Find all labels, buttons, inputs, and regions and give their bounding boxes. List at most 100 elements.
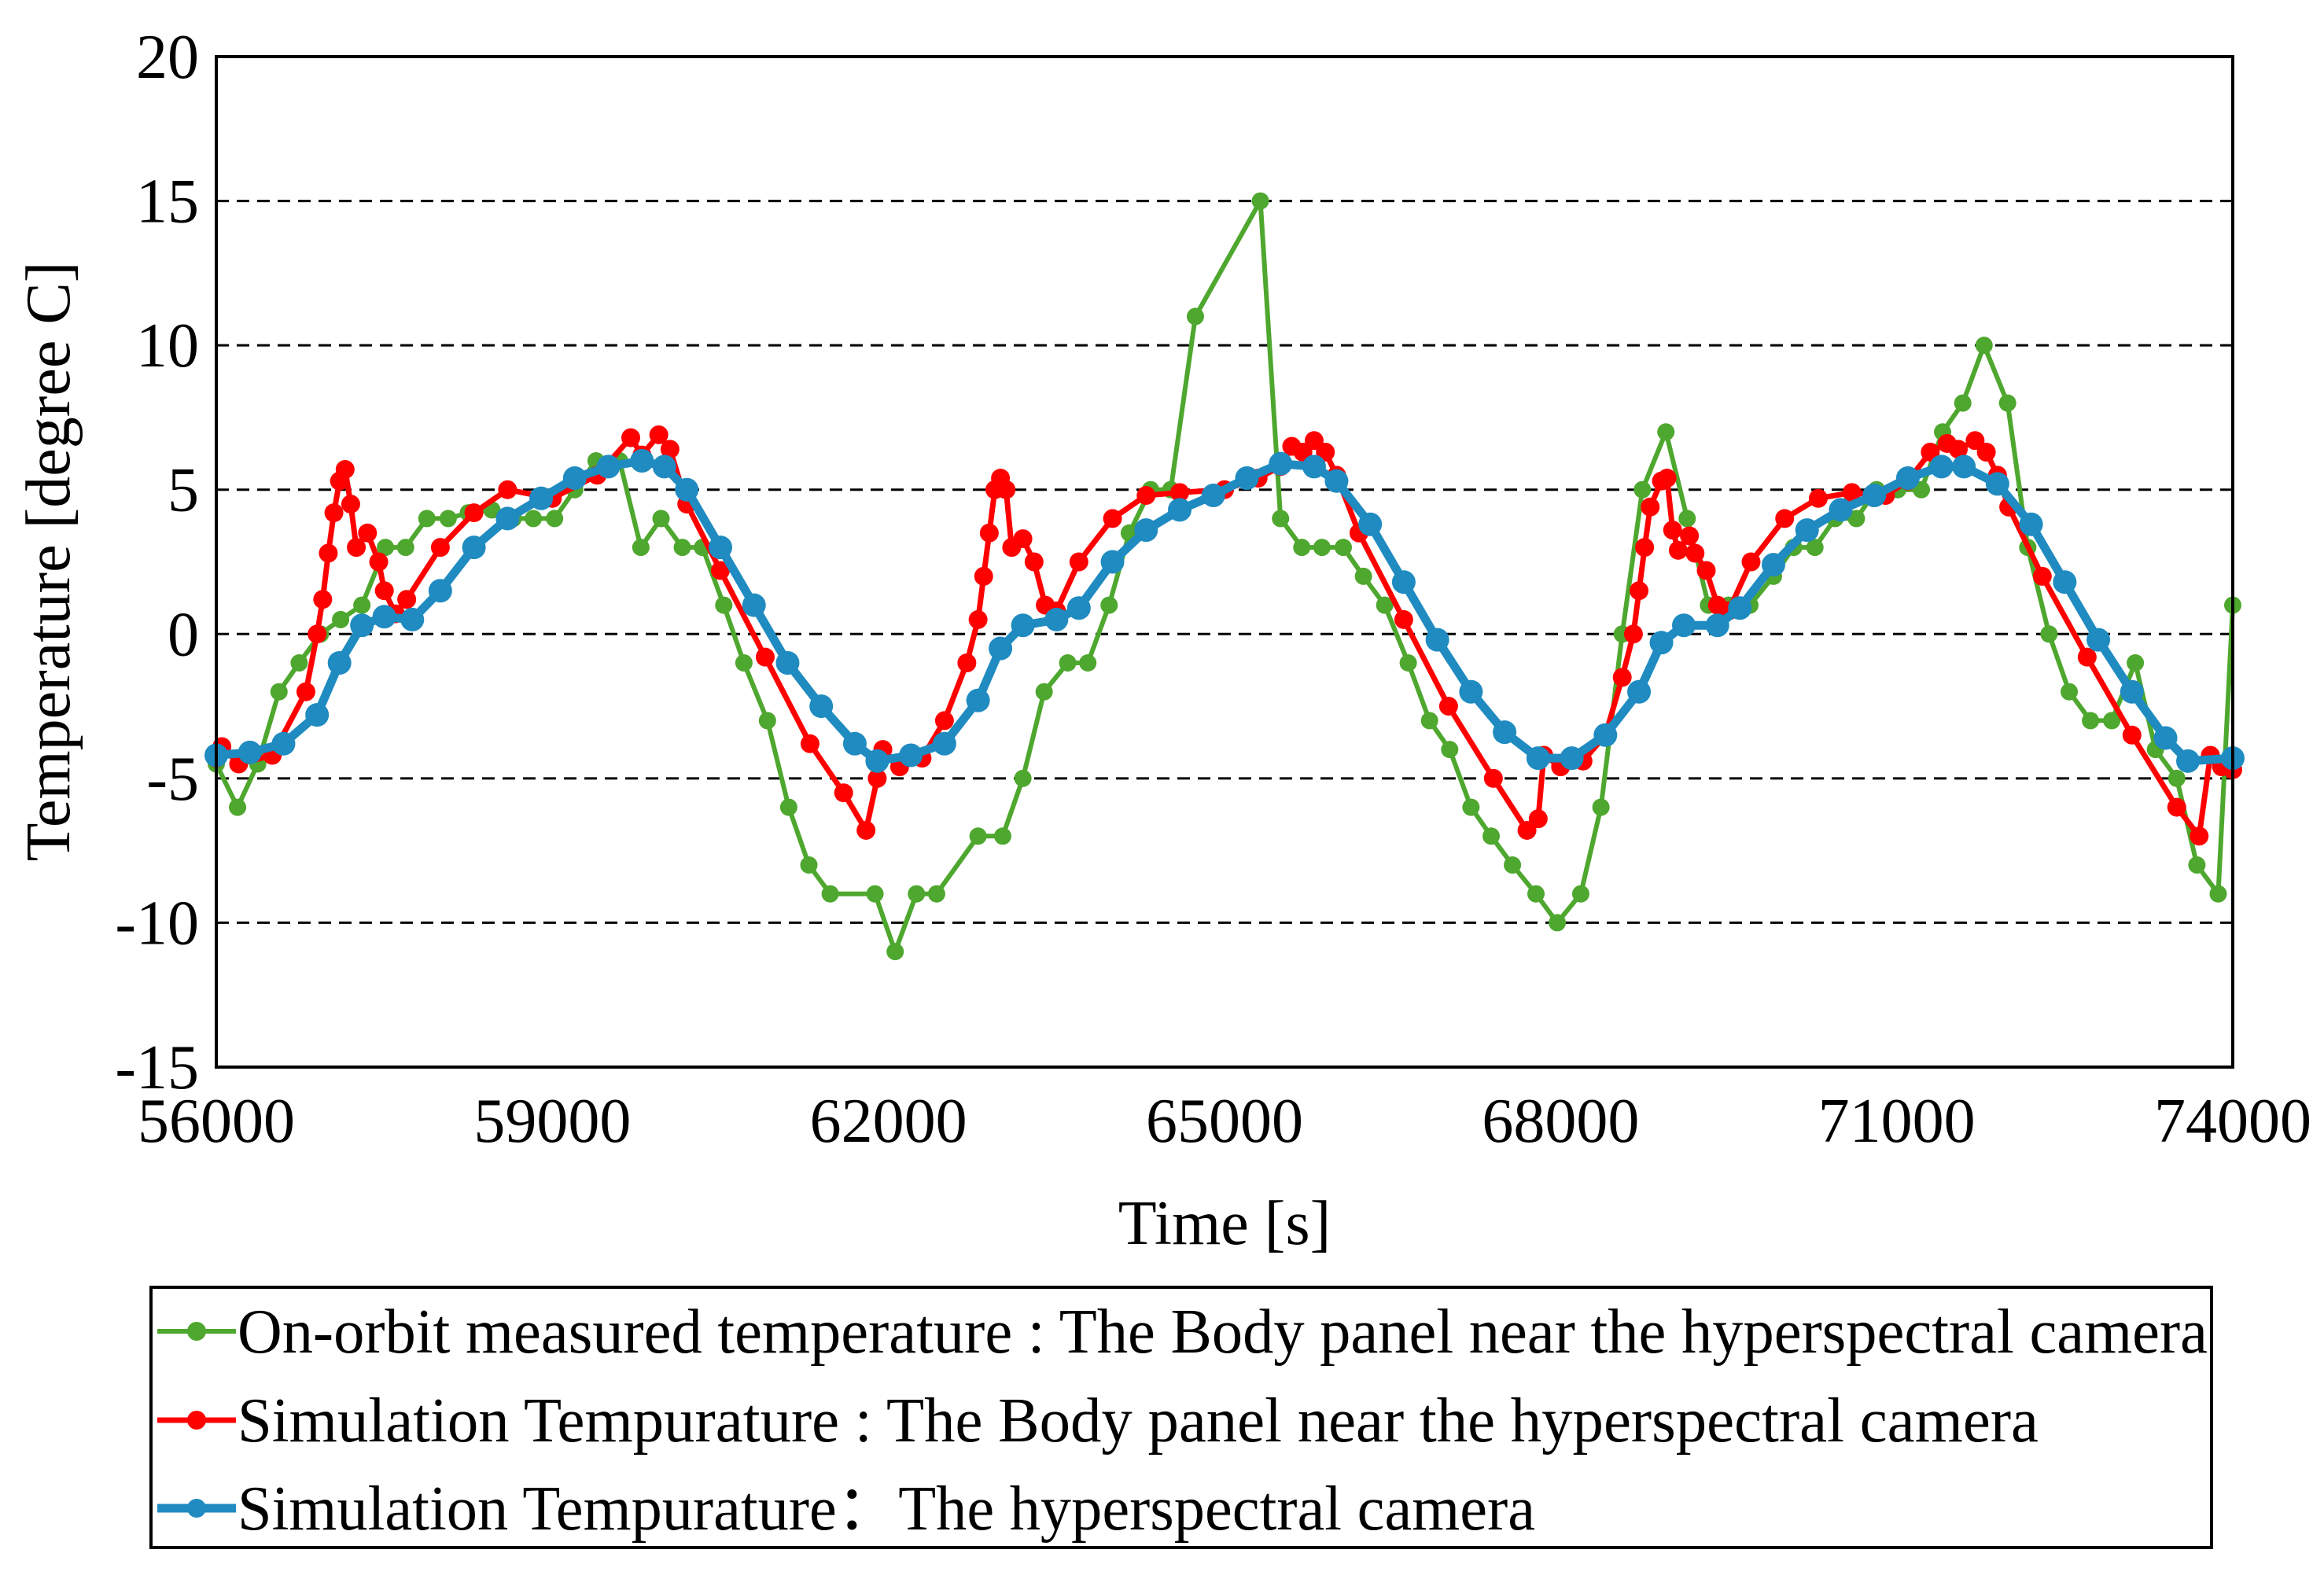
data-point: [1929, 455, 1954, 479]
data-point: [1630, 581, 1649, 601]
data-point: [562, 466, 587, 491]
data-point: [2122, 725, 2142, 745]
data-point: [1399, 654, 1417, 672]
data-point: [1668, 540, 1688, 560]
data-point: [1975, 337, 1993, 355]
data-point: [2188, 856, 2206, 874]
data-point: [498, 480, 517, 499]
data-point: [1808, 488, 1828, 508]
data-point: [1462, 798, 1480, 816]
data-point: [1680, 526, 1700, 546]
data-point: [1649, 631, 1674, 655]
data-point: [313, 590, 333, 609]
data-point: [932, 731, 956, 756]
data-point: [649, 425, 668, 444]
series-layer: [204, 192, 2245, 961]
data-point: [1657, 423, 1675, 441]
data-point: [709, 536, 732, 560]
data-point: [1696, 561, 1716, 580]
legend-label: Simulation Tempurature : The Body panel …: [238, 1386, 2039, 1456]
data-point: [834, 783, 853, 803]
data-point: [1678, 510, 1696, 528]
data-point: [1066, 596, 1091, 620]
y-tick-label: 15: [136, 167, 199, 237]
data-point: [1136, 486, 1156, 506]
data-point: [1014, 769, 1032, 787]
data-point: [1504, 856, 1522, 874]
y-axis-label: Temperature [degree C]: [14, 262, 83, 862]
data-point: [996, 480, 1016, 499]
series-line: [215, 456, 2234, 766]
data-point: [886, 943, 904, 961]
data-point: [2120, 679, 2144, 704]
series-measured: [208, 192, 2241, 961]
data-point: [335, 460, 355, 480]
legend-frame: [149, 1286, 2213, 1549]
data-point: [377, 539, 395, 557]
data-point: [1806, 539, 1824, 557]
data-point: [1842, 483, 1862, 502]
data-point: [1201, 484, 1225, 508]
data-point: [974, 566, 993, 586]
x-tick-label: 68000: [1482, 1087, 1639, 1156]
data-point: [1895, 466, 1920, 491]
data-point: [332, 610, 350, 628]
data-point: [735, 654, 753, 672]
data-point: [400, 607, 425, 631]
data-point: [1954, 394, 1972, 412]
data-point: [1483, 768, 1503, 788]
data-point: [1170, 483, 1190, 502]
legend-label: On-orbit measured temperature : The Body…: [238, 1297, 2208, 1367]
data-point: [308, 624, 327, 644]
data-point: [2086, 628, 2111, 652]
data-point: [462, 536, 486, 560]
legend-item: Simulation Tempurature：The hyperspectral…: [157, 1474, 1535, 1544]
data-point: [2176, 749, 2201, 773]
data-point: [1775, 509, 1795, 528]
x-tick-labels: 56000 59000 62000 65000 68000 71000 74000: [138, 1087, 2311, 1156]
data-point: [1549, 914, 1567, 932]
series-line: [214, 198, 2235, 955]
data-point: [1728, 596, 1752, 620]
data-point: [1251, 192, 1269, 210]
data-point: [2053, 570, 2077, 594]
data-point: [2103, 712, 2121, 730]
x-axis-label: Time [s]: [1118, 1189, 1331, 1258]
y-tick-labels: 20 15 10 5 0 -5 -10 -15: [115, 23, 199, 1102]
data-point: [238, 740, 262, 764]
data-point: [1024, 552, 1044, 572]
data-point: [1627, 679, 1652, 704]
data-point: [271, 731, 296, 756]
data-point: [1657, 469, 1677, 488]
data-point: [418, 510, 436, 528]
data-point: [1761, 553, 1785, 577]
data-point: [1952, 455, 1976, 479]
data-point: [1293, 539, 1311, 557]
data-point: [1672, 613, 1696, 638]
legend-label: Simulation Tempurature：The hyperspectral…: [238, 1474, 1535, 1544]
data-point: [1059, 654, 1077, 672]
data-point: [428, 579, 452, 603]
data-point: [546, 510, 564, 528]
data-point: [1493, 720, 1517, 745]
data-point: [290, 654, 308, 672]
data-point: [358, 523, 378, 543]
data-point: [596, 455, 621, 479]
legend-item: On-orbit measured temperature : The Body…: [157, 1297, 2208, 1367]
data-point: [715, 596, 733, 614]
legend-item: Simulation Tempurature : The Body panel …: [157, 1386, 2039, 1456]
data-point: [989, 636, 1013, 661]
data-point: [809, 694, 834, 719]
data-point: [934, 711, 954, 731]
data-point: [1441, 741, 1459, 759]
data-point: [1612, 668, 1632, 687]
data-point: [341, 495, 360, 514]
data-point: [1069, 552, 1088, 572]
data-point: [327, 651, 352, 675]
data-point: [800, 734, 819, 753]
data-point: [927, 885, 945, 903]
data-point: [866, 885, 884, 903]
data-point: [369, 552, 389, 572]
data-point: [1482, 827, 1501, 845]
